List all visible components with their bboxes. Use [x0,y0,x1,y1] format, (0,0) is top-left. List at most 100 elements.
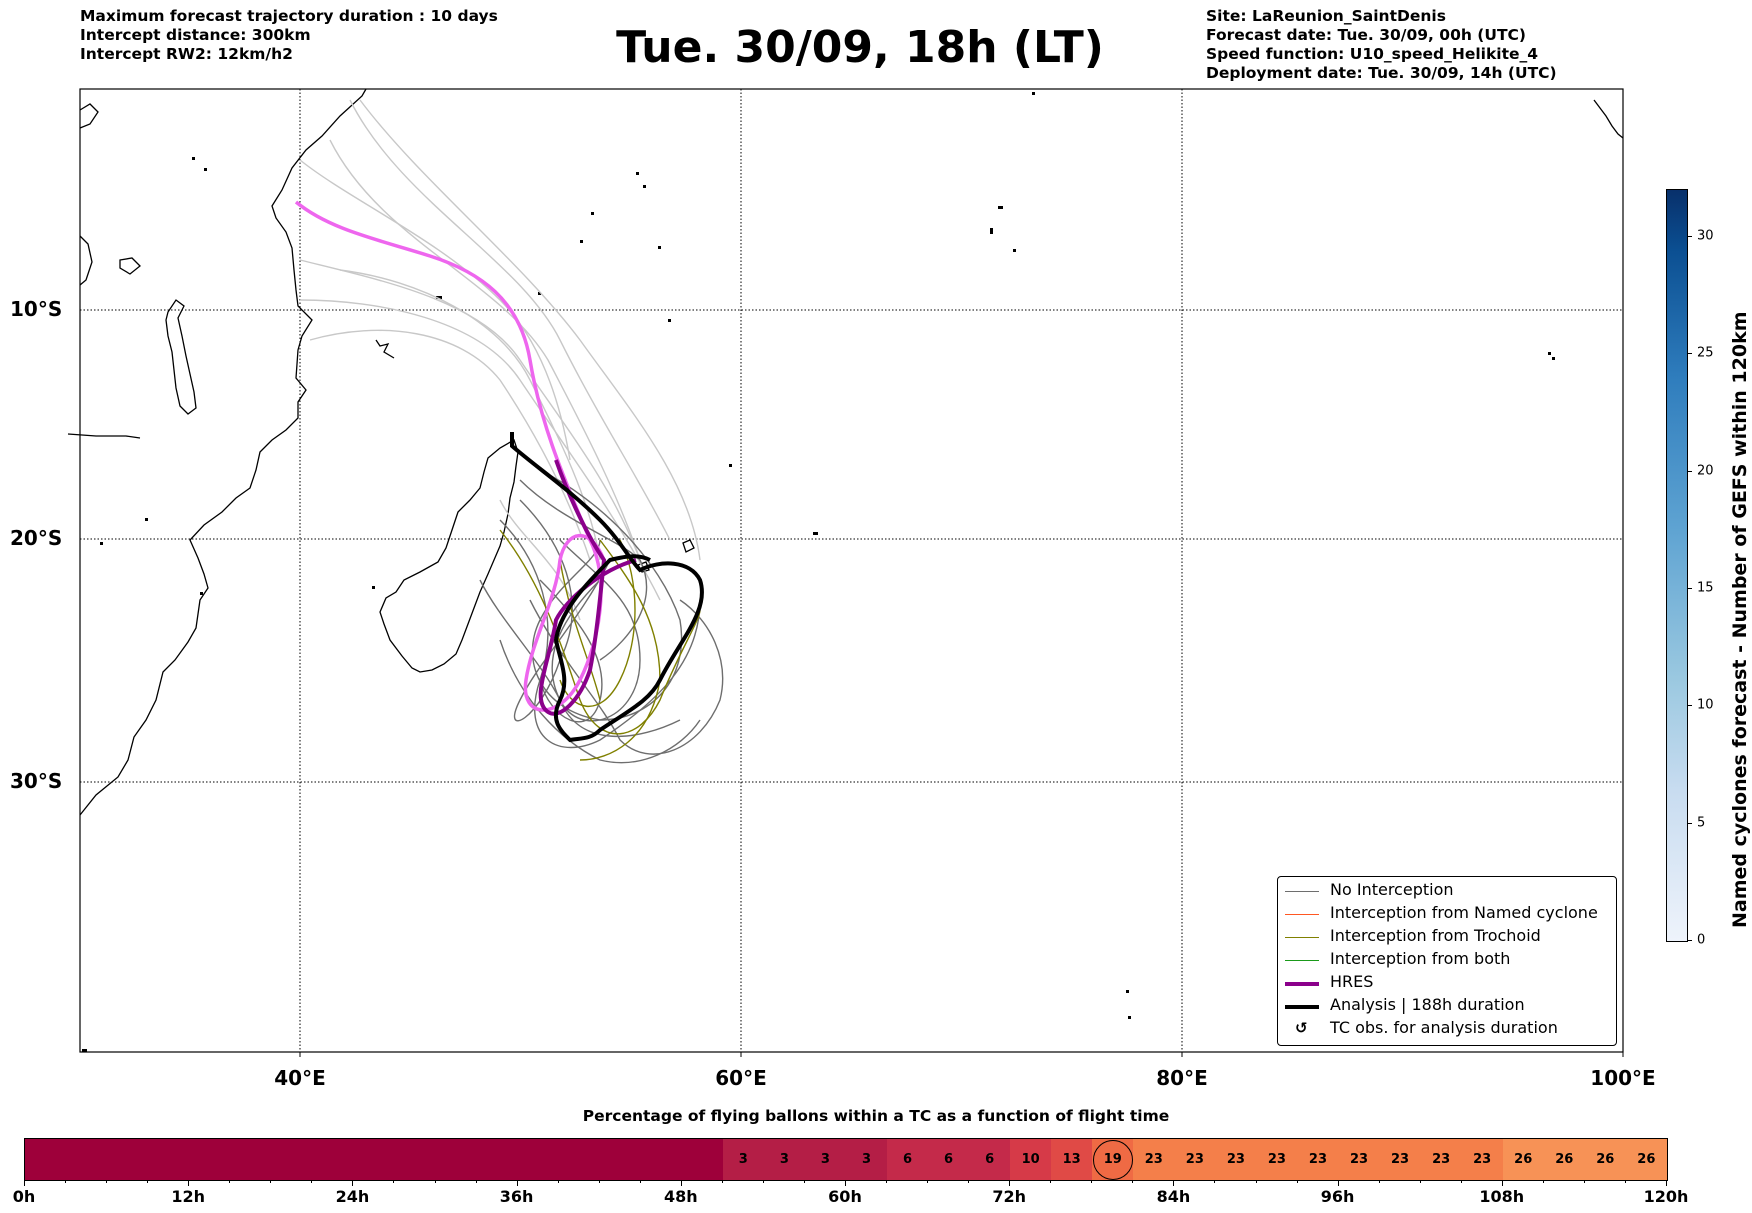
legend-swatch-both [1285,960,1319,961]
percent-cell: 23 [1133,1139,1175,1180]
flight-time-tick [845,1180,846,1186]
flight-time-tick [188,1180,190,1186]
trajectory [559,559,601,701]
island [1013,249,1016,252]
lake-fragment [67,433,141,439]
lat-label-30s: 30°S [10,769,63,793]
percent-cell-value: 3 [820,1152,830,1167]
flight-time-label: 48h [663,1187,698,1206]
coast-fragment [79,103,99,129]
percent-cell [558,1139,600,1180]
flight-time-tick [1542,1180,1544,1183]
percent-cell-value: 23 [1226,1152,1245,1167]
header-left-line: Intercept RW2: 12km/h2 [80,45,293,63]
header-right-line: Site: LaReunion_SaintDenis [1206,7,1446,25]
flight-time-label: 36h [499,1187,534,1206]
island [204,168,207,171]
flight-time-tick [1501,1180,1503,1186]
flight-time-tick [639,1180,641,1183]
percent-cell: 26 [1502,1139,1544,1180]
flight-time-tick [1296,1180,1298,1183]
percent-cell-value: 23 [1185,1152,1204,1167]
trajectory [309,329,591,561]
flight-time-tick [803,1180,805,1183]
flight-time-tick [1583,1180,1585,1183]
colorbar-title: Named cyclones forecast - Number of GEFS… [1729,311,1751,928]
reunion-coast [682,539,695,553]
island [1032,92,1035,95]
island [990,228,993,234]
percent-cell [189,1139,231,1180]
percent-cell: 23 [1420,1139,1462,1180]
island [100,542,103,545]
colorbar-tick-label: 10 [1697,697,1714,713]
island [1548,352,1551,355]
percent-cell [271,1139,313,1180]
flight-time-tick [927,1180,929,1183]
header-right-line: Forecast date: Tue. 30/09, 00h (UTC) [1206,26,1527,44]
analysis-trajectory [510,432,704,743]
island [643,185,646,188]
lon-label-100e: 100°E [1590,1066,1656,1090]
percent-cell [353,1139,395,1180]
island [729,464,732,467]
percent-cell-value: 19 [1092,1139,1133,1180]
island [591,212,594,215]
legend-label: TC obs. for analysis duration [1330,1018,1558,1037]
flight-time-tick [516,1180,518,1186]
hres-trajectory [538,459,637,716]
tc-obs-icon: ↺ [1295,1019,1308,1037]
island [998,206,1003,209]
percent-cell [640,1139,682,1180]
percent-cell: 23 [1461,1139,1503,1180]
colorbar [1666,189,1688,942]
percent-cell [517,1139,559,1180]
lon-label-40e: 40°E [274,1066,326,1090]
flight-time-tick [721,1180,723,1183]
percent-cell-value: 26 [1514,1152,1533,1167]
colorbar-tick-label: 30 [1697,228,1714,244]
page-title: Tue. 30/09, 18h (LT) [616,22,1104,73]
legend-swatch-hres [1285,982,1319,986]
percent-cell [66,1139,108,1180]
percent-cell: 26 [1543,1139,1585,1180]
lon-label-80e: 80°E [1156,1066,1208,1090]
percent-bar: 3 3 3 3 6 6 6 10 13 19 23 23 23 23 23 23 23 23 23 26 26 26 26 [24,1138,1668,1181]
header-right-line: Deployment date: Tue. 30/09, 14h (UTC) [1206,64,1557,82]
trajectory [519,479,648,661]
flight-time-tick [393,1180,395,1183]
island [200,592,203,595]
legend-swatch-trochoid [1285,937,1319,938]
island [813,532,818,535]
trajectory [339,269,601,561]
percent-cell [394,1139,436,1180]
madagascar-coastline [379,439,519,673]
flight-time-tick [434,1180,436,1183]
flight-time-tick [598,1180,600,1183]
percent-cell [25,1139,67,1180]
island [145,518,148,521]
trajectory [299,159,571,461]
ensemble-trajectories-dark [479,469,724,764]
trajectory [529,599,724,755]
lon-ticks [299,1052,1624,1057]
percent-cell [435,1139,477,1180]
island [538,292,541,295]
island [1126,990,1129,993]
trajectory [514,499,611,722]
africa-coastline [79,88,367,816]
percent-cell: 23 [1297,1139,1339,1180]
islands [82,92,1555,1052]
trajectory [359,99,701,561]
colorbar-tick-label: 0 [1697,932,1706,948]
flight-time-tick [1050,1180,1052,1183]
percent-cell: 6 [969,1139,1011,1180]
trajectory [499,529,701,735]
percent-cell-value: 3 [738,1152,748,1167]
flight-time-label: 120h [1643,1187,1689,1206]
trajectory [329,139,641,561]
flight-time-tick [1460,1180,1462,1183]
percent-cell [230,1139,272,1180]
island [372,586,375,589]
flight-time-tick [1378,1180,1380,1183]
